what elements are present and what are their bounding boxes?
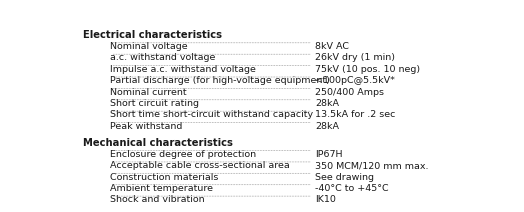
Text: Peak withstand: Peak withstand <box>111 122 183 131</box>
Text: See drawing: See drawing <box>315 173 374 181</box>
Text: 75kV (10 pos. 10 neg): 75kV (10 pos. 10 neg) <box>315 65 420 74</box>
Text: Short circuit rating: Short circuit rating <box>111 99 200 108</box>
Text: Nominal voltage: Nominal voltage <box>111 42 188 51</box>
Text: Impulse a.c. withstand voltage: Impulse a.c. withstand voltage <box>111 65 256 74</box>
Text: 26kV dry (1 min): 26kV dry (1 min) <box>315 53 395 62</box>
Text: 250/400 Amps: 250/400 Amps <box>315 88 384 97</box>
Text: -40°C to +45°C: -40°C to +45°C <box>315 184 389 193</box>
Text: Short time short-circuit withstand capacity: Short time short-circuit withstand capac… <box>111 110 313 119</box>
Text: 28kA: 28kA <box>315 99 339 108</box>
Text: <100pC@5.5kV*: <100pC@5.5kV* <box>315 76 395 85</box>
Text: 8kV AC: 8kV AC <box>315 42 349 51</box>
Text: Acceptable cable cross-sectional area: Acceptable cable cross-sectional area <box>111 161 290 170</box>
Text: Mechanical characteristics: Mechanical characteristics <box>83 138 233 148</box>
Text: IP67H: IP67H <box>315 150 343 159</box>
Text: Electrical characteristics: Electrical characteristics <box>83 30 222 40</box>
Text: Shock and vibration: Shock and vibration <box>111 195 205 204</box>
Text: a.c. withstand voltage: a.c. withstand voltage <box>111 53 216 62</box>
Text: Construction materials: Construction materials <box>111 173 219 181</box>
Text: 13.5kA for .2 sec: 13.5kA for .2 sec <box>315 110 396 119</box>
Text: IK10: IK10 <box>315 195 336 204</box>
Text: 350 MCM/120 mm max.: 350 MCM/120 mm max. <box>315 161 429 170</box>
Text: Partial discharge (for high-voltage equipment): Partial discharge (for high-voltage equi… <box>111 76 330 85</box>
Text: Ambient temperature: Ambient temperature <box>111 184 213 193</box>
Text: 28kA: 28kA <box>315 122 339 131</box>
Text: Nominal current: Nominal current <box>111 88 187 97</box>
Text: Enclosure degree of protection: Enclosure degree of protection <box>111 150 257 159</box>
